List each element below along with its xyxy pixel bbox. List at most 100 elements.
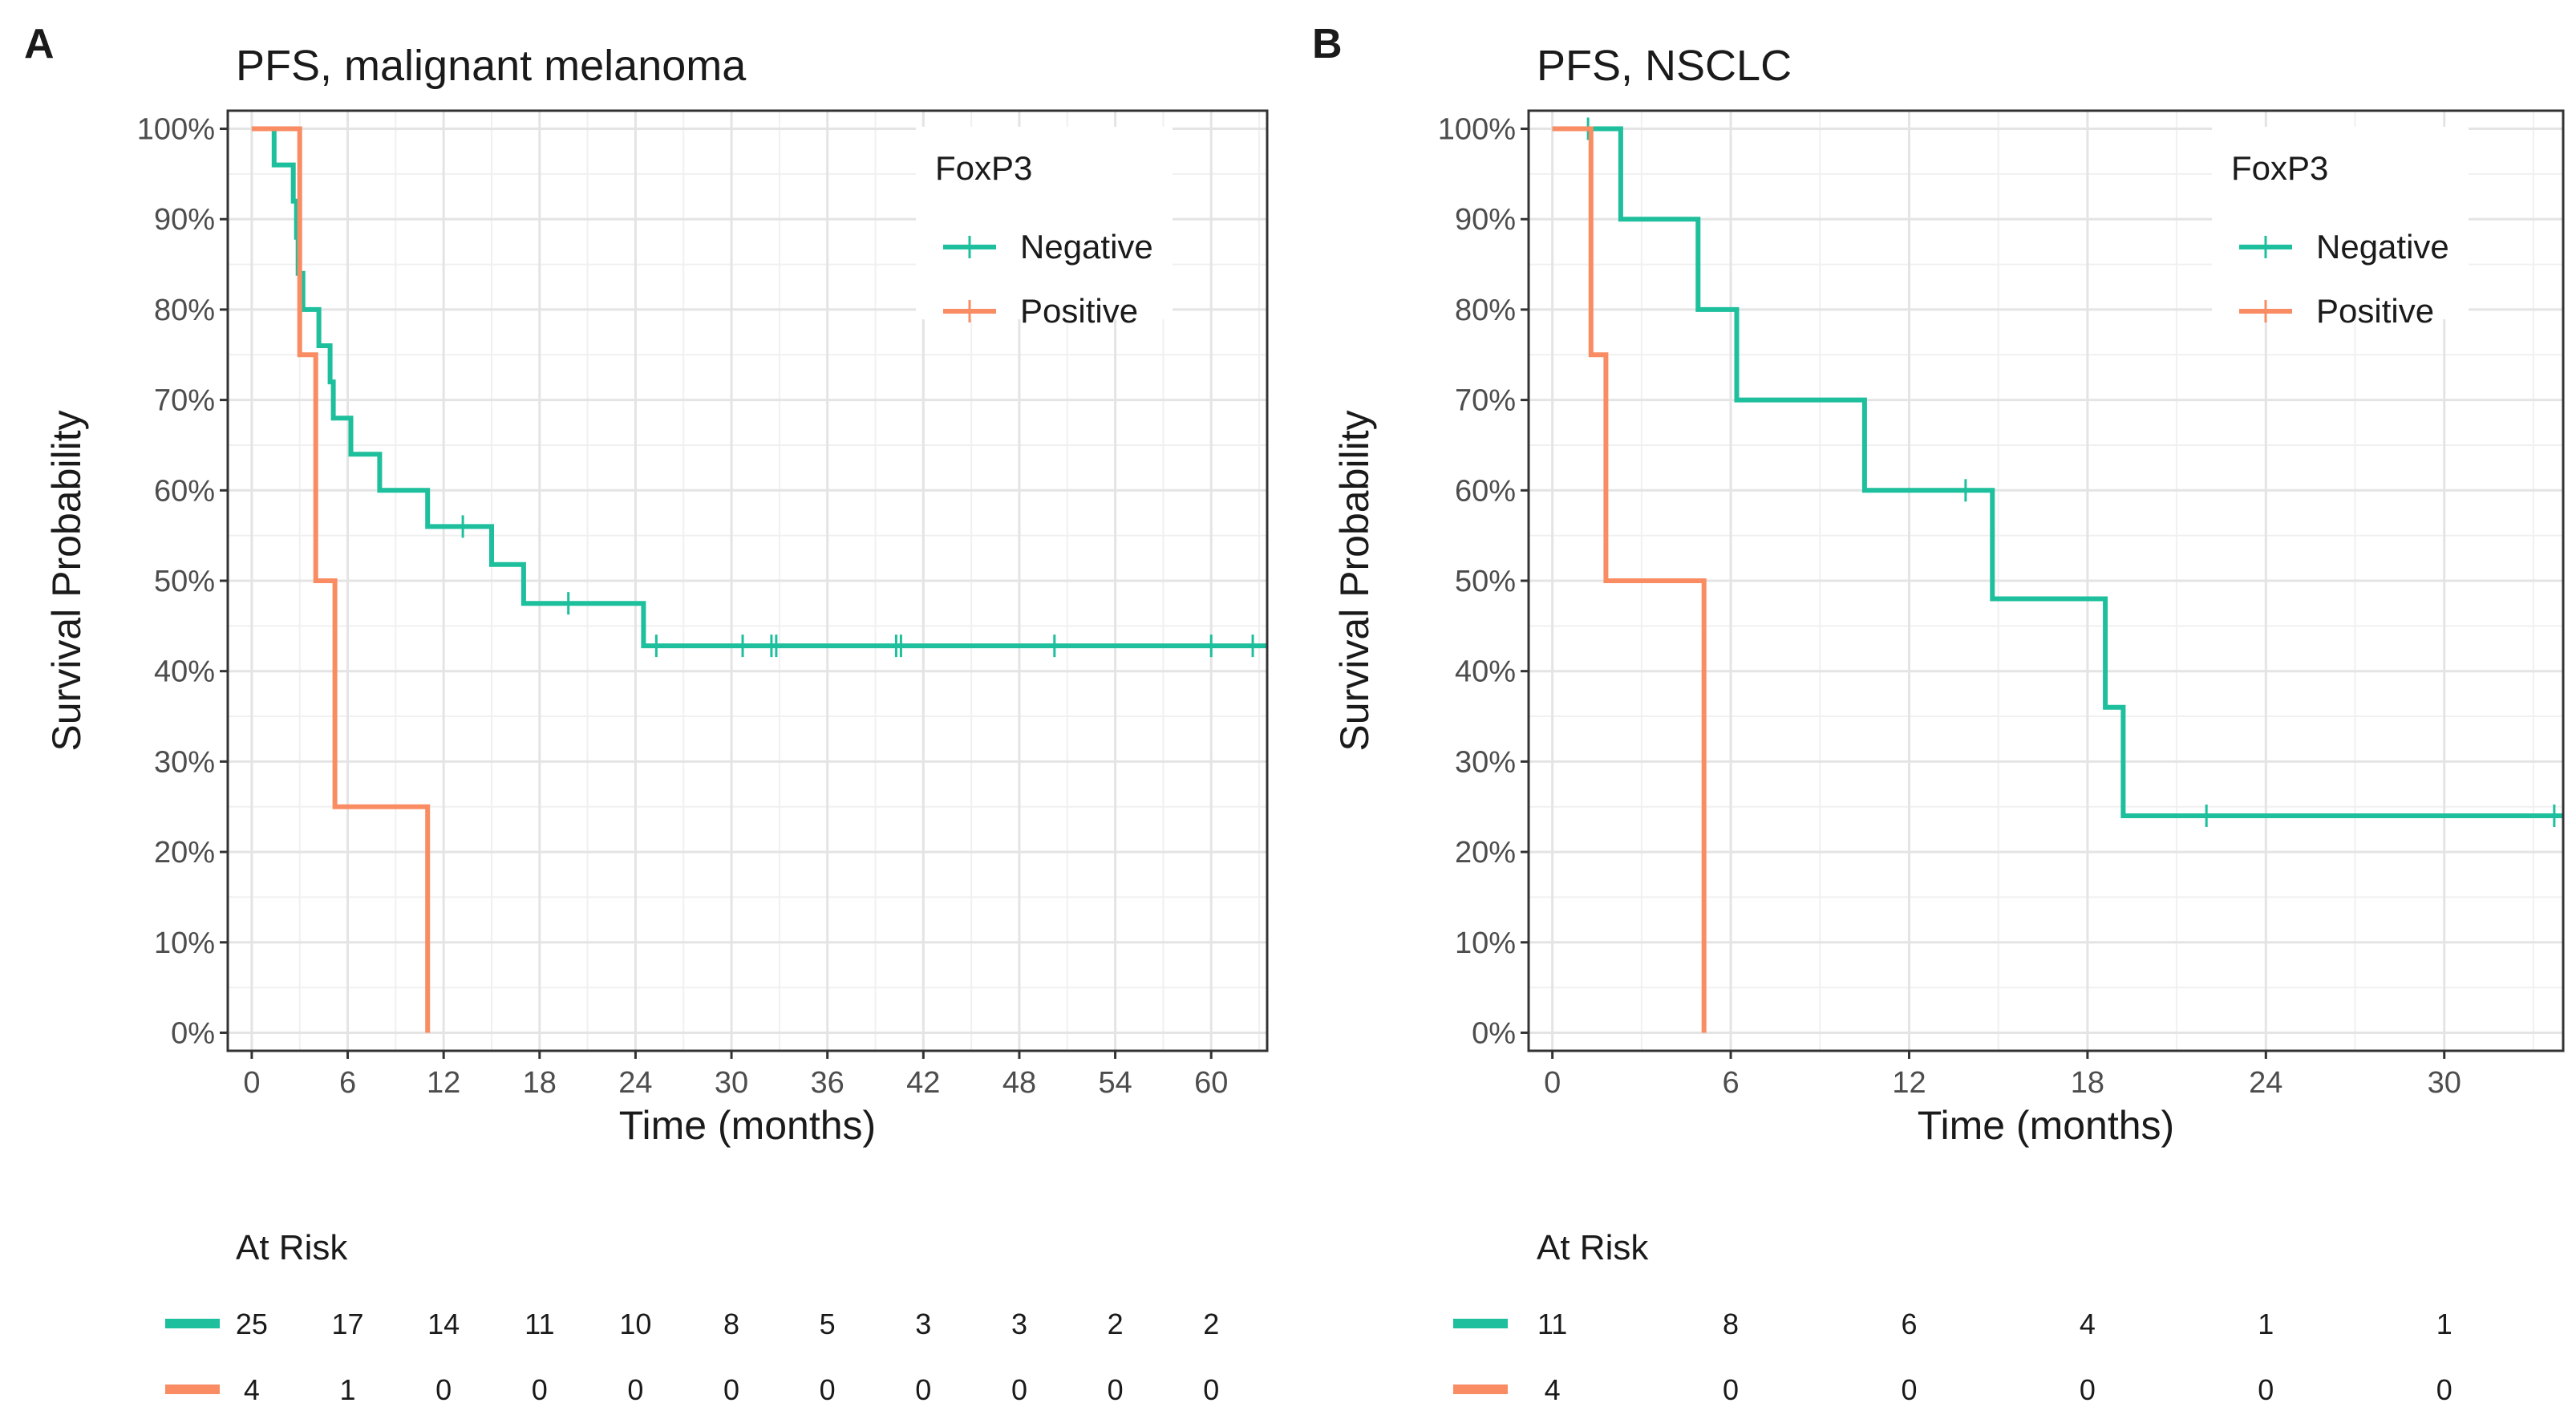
at-risk-count: 0 (1723, 1373, 1739, 1406)
x-tick-label: 24 (2249, 1066, 2282, 1100)
y-tick-label: 90% (1455, 203, 1516, 237)
x-tick-label: 6 (339, 1066, 356, 1100)
at-risk-title: At Risk (236, 1228, 348, 1267)
at-risk-count: 8 (1723, 1308, 1739, 1340)
at-risk-count: 0 (627, 1373, 643, 1406)
x-tick-label: 54 (1098, 1066, 1132, 1100)
at-risk-count: 1 (2258, 1308, 2274, 1340)
y-tick-label: 60% (154, 474, 215, 508)
at-risk-count: 0 (723, 1373, 739, 1406)
legend-title: FoxP3 (935, 149, 1032, 187)
y-tick-label: 20% (1455, 836, 1516, 870)
legend: FoxP3 Negative Positive (916, 127, 1173, 330)
series-line-positive (1552, 126, 1707, 1033)
legend-label-positive: Positive (2316, 292, 2434, 330)
x-tick-label: 60 (1194, 1066, 1228, 1100)
at-risk-count: 8 (723, 1308, 739, 1340)
chart-title: PFS, malignant melanoma (236, 42, 747, 90)
y-axis-label: Survival Probability (44, 410, 89, 751)
at-risk-count: 0 (1901, 1373, 1917, 1406)
series-positive (251, 126, 431, 1033)
x-tick-label: 18 (523, 1066, 557, 1100)
x-tick-label: 24 (618, 1066, 652, 1100)
x-tick-label: 18 (2071, 1066, 2104, 1100)
at-risk-count: 1 (340, 1373, 356, 1406)
x-tick-label: 42 (906, 1066, 940, 1100)
y-tick-label: 0% (171, 1016, 215, 1050)
y-tick-label: 80% (1455, 294, 1516, 327)
y-tick-label: 100% (1438, 113, 1516, 147)
at-risk-count: 0 (532, 1373, 548, 1406)
series-negative (251, 126, 1267, 658)
series-negative (1552, 117, 2563, 827)
series-line-positive (251, 126, 431, 1033)
y-tick-label: 10% (154, 926, 215, 960)
chart-panel-a: A PFS, malignant melanoma0%10%20%30%40%50… (24, 21, 1269, 1406)
at-risk-count: 0 (2080, 1373, 2096, 1406)
x-tick-label: 48 (1002, 1066, 1036, 1100)
y-axis-label: Survival Probability (1332, 410, 1377, 751)
y-tick-label: 50% (154, 565, 215, 598)
legend-label-negative: Negative (1020, 228, 1153, 266)
y-tick-label: 10% (1455, 926, 1516, 960)
at-risk-count: 4 (1545, 1373, 1561, 1406)
x-tick-label: 12 (1892, 1066, 1926, 1100)
at-risk-count: 25 (236, 1308, 268, 1340)
x-tick-label: 36 (811, 1066, 844, 1100)
series-line-negative (1552, 126, 2563, 818)
y-tick-label: 50% (1455, 565, 1516, 598)
at-risk-count: 0 (435, 1373, 452, 1406)
y-tick-label: 80% (154, 294, 215, 327)
at-risk-count: 4 (244, 1373, 260, 1406)
at-risk-count: 3 (1011, 1308, 1027, 1340)
y-tick-label: 60% (1455, 474, 1516, 508)
at-risk-count: 5 (820, 1308, 836, 1340)
x-tick-label: 30 (2428, 1066, 2461, 1100)
at-risk-count: 11 (525, 1308, 554, 1340)
series-line-negative (251, 126, 1267, 649)
at-risk-count: 2 (1108, 1308, 1124, 1340)
at-risk-count: 1 (2436, 1308, 2452, 1340)
legend-label-positive: Positive (1020, 292, 1138, 330)
x-tick-label: 30 (715, 1066, 748, 1100)
panel-letter: B (1312, 21, 1343, 67)
y-tick-label: 30% (1455, 745, 1516, 779)
x-axis-label: Time (months) (1918, 1103, 2174, 1148)
y-tick-label: 40% (154, 655, 215, 689)
at-risk-count: 0 (1203, 1373, 1219, 1406)
at-risk-count: 3 (915, 1308, 931, 1340)
legend-title: FoxP3 (2231, 149, 2328, 187)
legend-background (916, 127, 1173, 319)
x-tick-label: 0 (243, 1066, 260, 1100)
y-tick-label: 90% (154, 203, 215, 237)
chart-title: PFS, NSCLC (1537, 42, 1792, 90)
at-risk-count: 11 (1537, 1308, 1567, 1340)
legend: FoxP3 Negative Positive (2212, 127, 2469, 330)
at-risk-count: 0 (2258, 1373, 2274, 1406)
at-risk-count: 4 (2080, 1308, 2096, 1340)
x-tick-label: 0 (1544, 1066, 1561, 1100)
at-risk-count: 0 (1011, 1373, 1027, 1406)
y-tick-label: 0% (1472, 1016, 1516, 1050)
at-risk-count: 0 (1108, 1373, 1124, 1406)
x-axis-label: Time (months) (619, 1103, 876, 1148)
legend-background (2212, 127, 2469, 319)
at-risk-count: 2 (1203, 1308, 1219, 1340)
y-tick-label: 20% (154, 836, 215, 870)
at-risk-count: 10 (619, 1308, 651, 1340)
at-risk-title: At Risk (1537, 1228, 1649, 1267)
at-risk-count: 0 (820, 1373, 836, 1406)
chart-panel-b: B PFS, NSCLC 0% 10% 20% 30% 40% 50% 60% 70% 80% 90%… (1312, 21, 2565, 1406)
series-positive (1552, 126, 1707, 1033)
y-tick-label: 40% (1455, 655, 1516, 689)
panel-letter: A (24, 21, 55, 67)
y-tick-label: 70% (154, 384, 215, 418)
at-risk-count: 14 (427, 1308, 460, 1340)
at-risk-count: 6 (1901, 1308, 1917, 1340)
x-tick-label: 6 (1722, 1066, 1739, 1100)
at-risk-count: 0 (2436, 1373, 2452, 1406)
